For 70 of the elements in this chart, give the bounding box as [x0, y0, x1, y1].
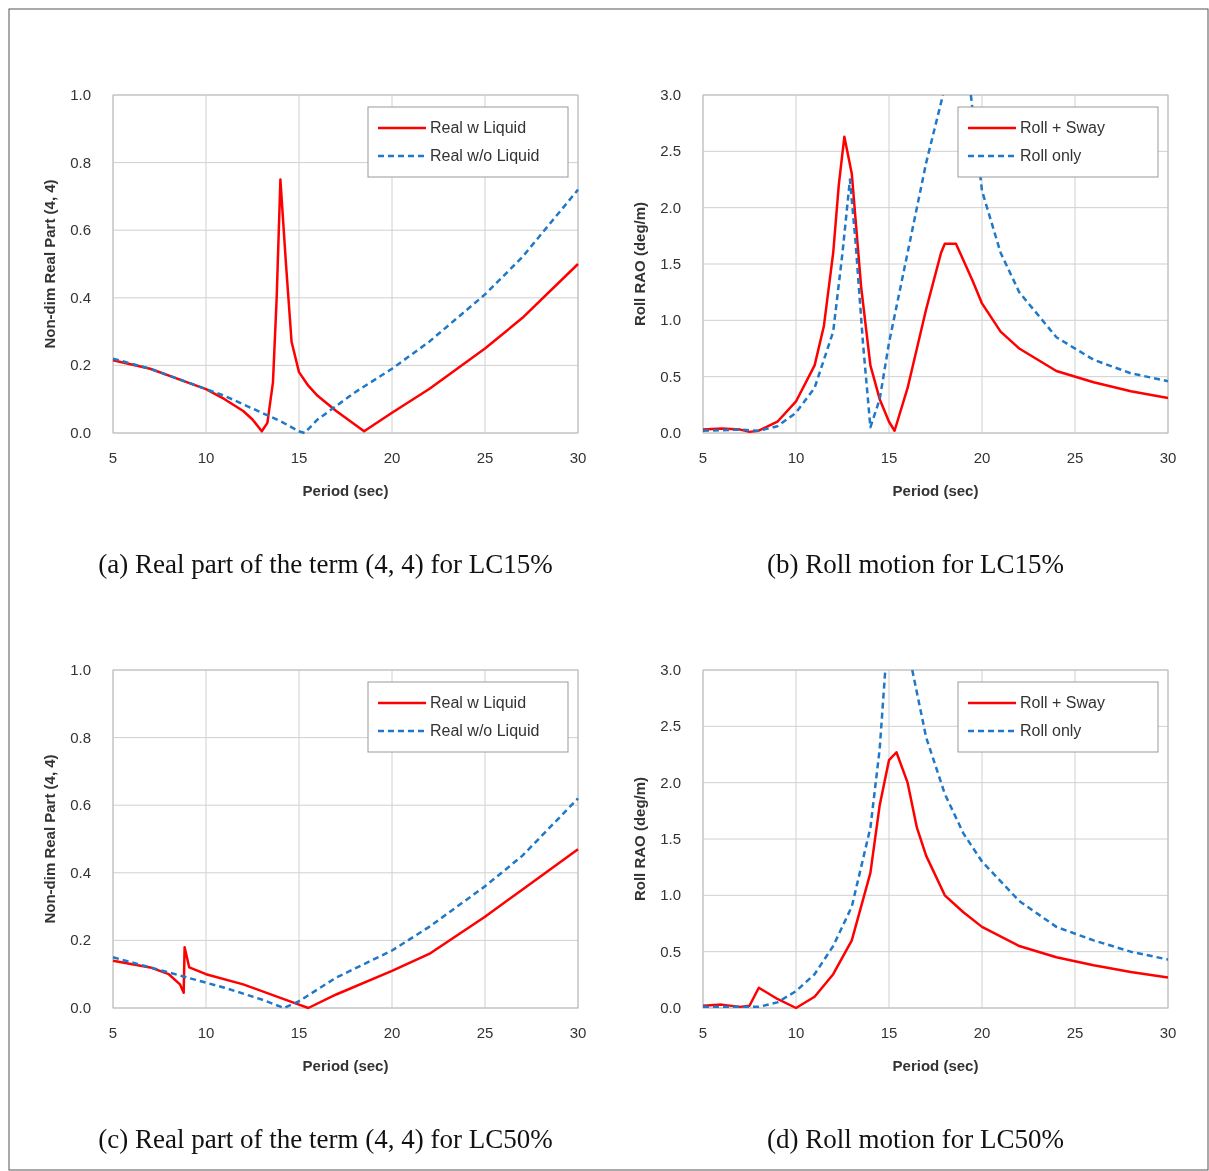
y-tick-label: 1.0 [660, 311, 681, 329]
x-tick-label: 30 [569, 1024, 587, 1041]
y-tick-label: 0.2 [70, 931, 91, 949]
legend-label: Roll only [1020, 147, 1082, 164]
y-tick-label: 0.0 [70, 999, 91, 1016]
y-tick-label: 1.5 [660, 830, 681, 847]
x-tick-label: 5 [698, 449, 708, 466]
x-tick-label: 20 [383, 1024, 401, 1041]
x-tick-label: 15 [290, 1024, 308, 1041]
legend-label: Real w/o Liquid [430, 147, 540, 164]
text: (a) Real part of the term (4, 4) for LC15% [98, 549, 553, 579]
x-axis-title: Period (sec) [302, 482, 389, 499]
y-tick-label: 0.8 [70, 728, 91, 746]
y-tick-label: 1.5 [660, 255, 681, 272]
y-tick-label: 0.8 [70, 153, 91, 171]
x-tick-label: 25 [476, 1024, 494, 1041]
x-tick-label: 20 [383, 449, 401, 466]
x-tick-label: 15 [290, 449, 308, 466]
y-tick-label: 0.2 [70, 356, 91, 374]
legend-label: Real w Liquid [430, 694, 527, 711]
text: (c) Real part of the term (4, 4) for LC50% [98, 1124, 553, 1154]
legend-label: Roll only [1020, 722, 1082, 739]
y-axis-title: Roll RAO (deg/m) [631, 776, 648, 902]
y-tick-label: 1.0 [70, 661, 91, 678]
x-tick-label: 5 [108, 449, 118, 466]
legend-label: Roll + Sway [1020, 694, 1105, 711]
y-tick-label: 2.0 [660, 773, 681, 791]
x-tick-label: 30 [1159, 449, 1177, 466]
x-tick-label: 15 [880, 449, 898, 466]
y-tick-label: 2.5 [660, 142, 681, 160]
y-tick-label: 3.0 [660, 661, 681, 678]
legend-label: Real w/o Liquid [430, 722, 540, 739]
x-axis-title: Period (sec) [892, 482, 979, 499]
x-tick-label: 10 [197, 449, 215, 466]
y-tick-label: 0.0 [660, 999, 681, 1016]
y-tick-label: 0.6 [70, 796, 91, 814]
x-tick-label: 15 [880, 1024, 898, 1041]
y-tick-label: 0.5 [660, 367, 681, 385]
y-tick-label: 0.5 [660, 942, 681, 960]
y-tick-label: 0.6 [70, 221, 91, 239]
x-tick-label: 30 [569, 449, 587, 466]
legend-label: Roll + Sway [1020, 119, 1105, 136]
y-axis-title: Non-dim Real Part (4, 4) [41, 179, 58, 349]
x-tick-label: 25 [1066, 1024, 1084, 1041]
y-axis-title: Roll RAO (deg/m) [631, 201, 648, 327]
text: (b) Roll motion for LC15% [767, 549, 1064, 579]
x-axis-title: Period (sec) [302, 1057, 389, 1074]
x-tick-label: 10 [197, 1024, 215, 1041]
x-tick-label: 20 [973, 449, 991, 466]
y-tick-label: 0.4 [70, 863, 91, 881]
x-tick-label: 25 [476, 449, 494, 466]
y-tick-label: 2.5 [660, 717, 681, 735]
y-tick-label: 0.0 [660, 424, 681, 441]
x-tick-label: 30 [1159, 1024, 1177, 1041]
y-tick-label: 0.0 [70, 424, 91, 441]
text: (d) Roll motion for LC50% [767, 1124, 1064, 1154]
x-tick-label: 5 [698, 1024, 708, 1041]
y-tick-label: 2.0 [660, 198, 681, 216]
x-tick-label: 20 [973, 1024, 991, 1041]
x-tick-label: 25 [1066, 449, 1084, 466]
x-axis-title: Period (sec) [892, 1057, 979, 1074]
y-tick-label: 1.0 [70, 86, 91, 103]
y-tick-label: 3.0 [660, 86, 681, 103]
x-tick-label: 10 [787, 449, 805, 466]
x-tick-label: 10 [787, 1024, 805, 1041]
y-tick-label: 0.4 [70, 288, 91, 306]
x-tick-label: 5 [108, 1024, 118, 1041]
legend-label: Real w Liquid [430, 119, 527, 136]
y-axis-title: Non-dim Real Part (4, 4) [41, 754, 58, 924]
y-tick-label: 1.0 [660, 886, 681, 904]
